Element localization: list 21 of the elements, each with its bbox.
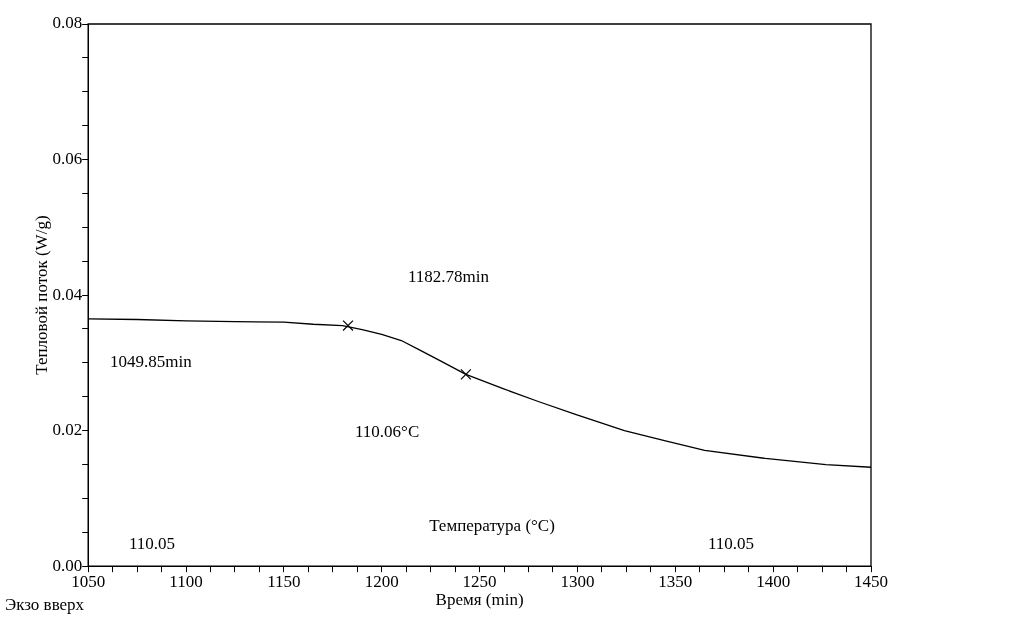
text: Экзо вверх xyxy=(5,595,85,615)
x-tick-label: 1350 xyxy=(658,571,693,591)
annotation: 110.05 xyxy=(128,534,176,554)
y-tick-label: 0.04 xyxy=(52,284,83,304)
annotation: 110.05 xyxy=(707,534,755,554)
y-tick-label: 0.08 xyxy=(52,13,83,33)
y-axis-title: Тепловой поток (W/g) xyxy=(31,215,51,375)
annotation: 110.06°C xyxy=(355,422,420,442)
annotation: 1049.85min xyxy=(110,352,193,372)
annotation: 1182.78min xyxy=(408,267,490,287)
x-tick-label: 1300 xyxy=(560,571,595,591)
x-tick-label: 1250 xyxy=(462,571,497,591)
annotation: Температура (°C) xyxy=(429,516,555,536)
x-tick-label: 1100 xyxy=(169,571,203,591)
y-tick-label: 0.06 xyxy=(52,149,83,169)
x-tick-label: 1400 xyxy=(756,571,791,591)
x-tick-label: 1200 xyxy=(364,571,399,591)
x-axis-title: Время (min) xyxy=(435,590,524,610)
x-tick-label: 1450 xyxy=(854,571,888,591)
x-tick-label: 1150 xyxy=(267,571,301,591)
y-tick-label: 0.02 xyxy=(52,420,83,440)
